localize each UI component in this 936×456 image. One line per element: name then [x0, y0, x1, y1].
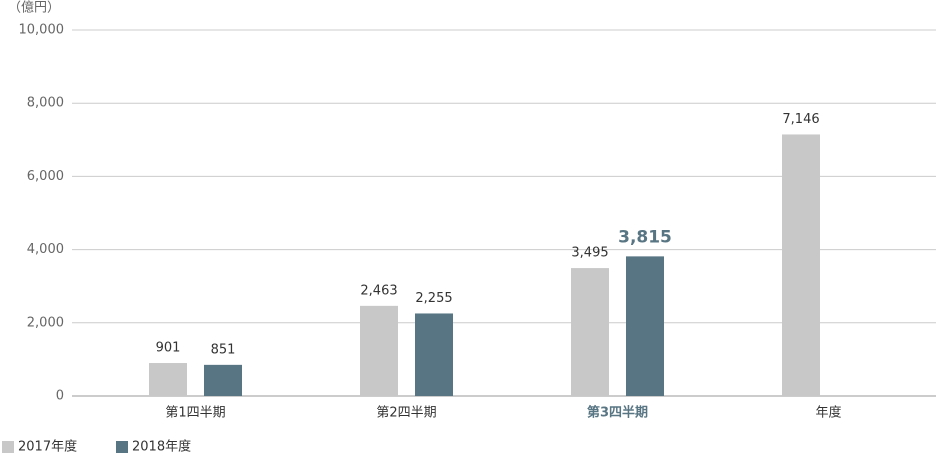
bar: [626, 256, 664, 396]
bar: [149, 363, 187, 396]
value-label: 3,815: [618, 227, 672, 247]
legend-label: 2018年度: [132, 439, 191, 455]
value-label: 3,495: [571, 246, 608, 261]
x-tick-label: 年度: [815, 405, 841, 421]
value-label: 2,255: [415, 291, 452, 306]
unit-label: （億円）: [8, 0, 60, 16]
legend-swatch: [116, 441, 128, 453]
y-tick-label: 6,000: [27, 169, 64, 184]
legend-label: 2017年度: [18, 439, 77, 455]
legend-swatch: [2, 441, 14, 453]
x-tick-label: 第3四半期: [587, 405, 648, 421]
x-tick-label: 第2四半期: [376, 406, 436, 421]
y-tick-label: 0: [56, 389, 64, 404]
bar: [204, 364, 242, 396]
value-label: 901: [156, 341, 181, 356]
value-label: 2,463: [360, 283, 397, 298]
x-tick-label: 第1四半期: [165, 406, 225, 421]
value-label: 851: [211, 342, 236, 357]
y-tick-label: 8,000: [27, 96, 64, 111]
bar: [360, 305, 398, 396]
bar: [415, 313, 453, 396]
bar: [782, 134, 820, 396]
y-tick-label: 4,000: [27, 242, 64, 257]
bar: [571, 268, 609, 396]
value-label: 7,146: [782, 112, 819, 127]
y-tick-label: 2,000: [27, 315, 64, 330]
y-tick-label: 10,000: [19, 23, 65, 38]
